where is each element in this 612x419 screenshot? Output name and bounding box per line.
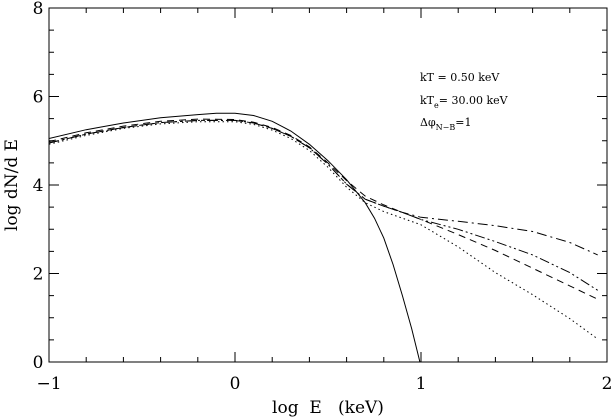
plot-frame: [48, 7, 608, 363]
series-line-dashed: [49, 118, 598, 300]
annotation: kTe= 30.00 keV: [420, 94, 509, 110]
y-tick-label: 6: [33, 88, 44, 108]
y-tick-label: 0: [33, 353, 44, 373]
series-layer: [49, 112, 598, 362]
x-axis-title: log E (keV): [272, 398, 384, 418]
ticks: [48, 7, 608, 363]
annotation: ΔφN−B=1: [420, 116, 471, 132]
x-tick-label: 1: [416, 374, 427, 394]
y-tick-label: 2: [33, 265, 44, 285]
series-line-dotted: [49, 121, 598, 340]
series-line-dash-dot-dot: [49, 119, 598, 291]
x-tick-label: 2: [602, 374, 612, 394]
x-tick-label: −1: [36, 374, 61, 394]
y-tick-label: 8: [33, 0, 44, 19]
annotation: kT = 0.50 keV: [420, 71, 500, 84]
annotations: kT = 0.50 keV kTe= 30.00 keV ΔφN−B=1: [420, 71, 509, 132]
y-axis-title: log dN/d E: [2, 139, 22, 231]
series-line-solid: [49, 112, 421, 362]
y-tick-label: 4: [33, 176, 44, 196]
series-line-dash-dot: [49, 119, 598, 256]
x-tick-label: 0: [230, 374, 241, 394]
